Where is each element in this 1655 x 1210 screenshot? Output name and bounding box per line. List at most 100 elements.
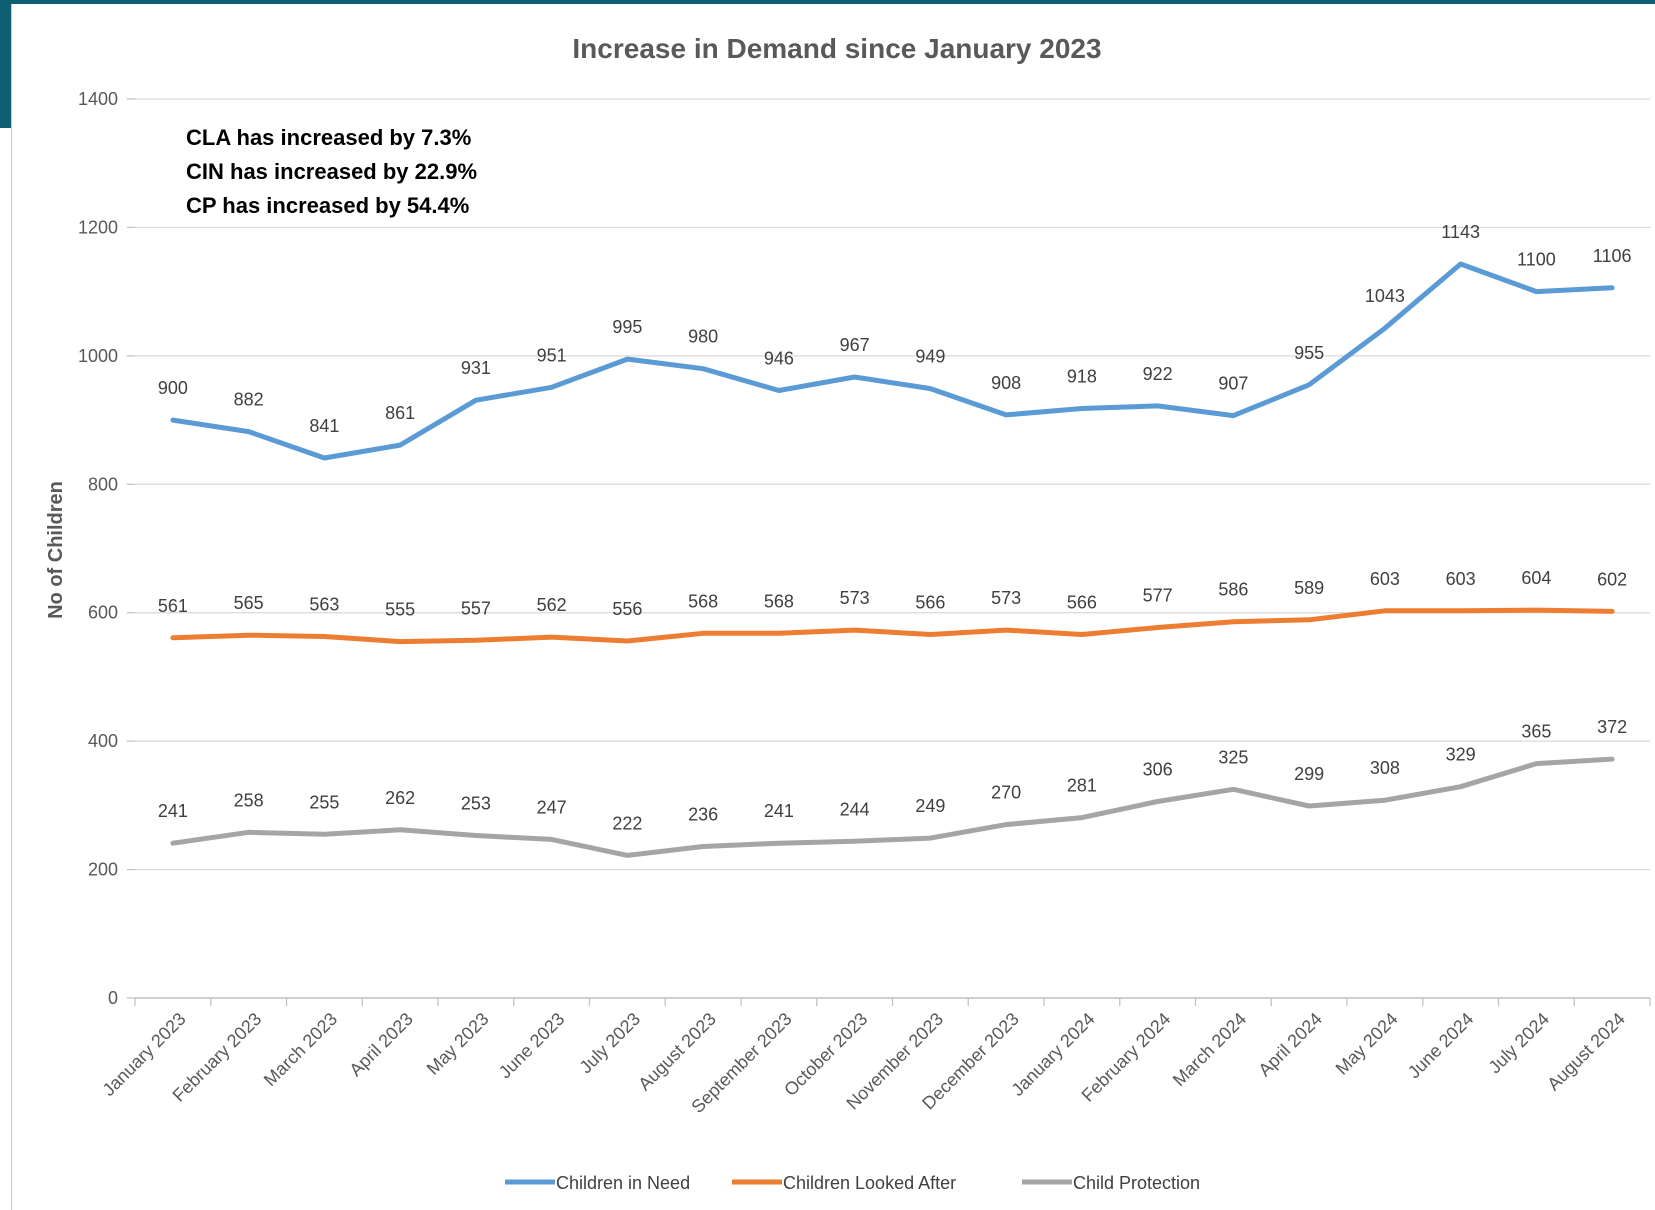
- data-label: 555: [385, 600, 415, 620]
- x-tick-label: August 2024: [1543, 1009, 1629, 1095]
- data-label: 244: [840, 799, 870, 819]
- data-label: 565: [234, 593, 264, 613]
- data-label: 1100: [1517, 250, 1556, 270]
- x-tick-label: June 2024: [1404, 1009, 1478, 1083]
- data-label: 908: [991, 373, 1021, 393]
- y-tick-label: 200: [88, 860, 118, 880]
- y-tick-label: 1200: [78, 217, 118, 237]
- x-tick-label: March 2024: [1169, 1009, 1250, 1090]
- x-tick-label: July 2023: [576, 1009, 645, 1078]
- data-label: 861: [385, 403, 415, 423]
- annotation-line: CLA has increased by 7.3%: [186, 125, 471, 150]
- data-label: 946: [764, 349, 794, 369]
- data-label: 900: [158, 378, 188, 398]
- annotation-box: CLA has increased by 7.3% CIN has increas…: [186, 125, 477, 218]
- annotation-line: CIN has increased by 22.9%: [186, 159, 477, 184]
- data-label: 1043: [1365, 286, 1405, 306]
- data-label: 556: [612, 599, 642, 619]
- x-tick-label: April 2023: [345, 1009, 416, 1080]
- data-label: 603: [1446, 569, 1476, 589]
- data-label: 995: [612, 317, 642, 337]
- data-label: 604: [1521, 568, 1551, 588]
- data-label: 566: [1067, 593, 1097, 613]
- x-tick-label: March 2023: [260, 1009, 341, 1090]
- data-label: 262: [385, 788, 415, 808]
- legend-label: Children in Need: [556, 1173, 690, 1193]
- annotation-line: CP has increased by 54.4%: [186, 193, 469, 218]
- data-label: 918: [1067, 367, 1097, 387]
- data-label: 247: [537, 797, 567, 817]
- data-label: 951: [537, 345, 567, 365]
- data-label: 967: [840, 335, 870, 355]
- data-label: 949: [915, 347, 945, 367]
- legend-label: Child Protection: [1073, 1173, 1200, 1193]
- series-line: [170, 261, 1615, 461]
- series-line: [170, 756, 1615, 858]
- chart-title: Increase in Demand since January 2023: [572, 33, 1101, 64]
- data-label: 955: [1294, 343, 1324, 363]
- y-tick-label: 600: [88, 603, 118, 623]
- data-label: 308: [1370, 758, 1400, 778]
- series-line: [170, 607, 1615, 645]
- y-axis-ticks: 0 200 400 600 800 1000 1200 1400: [78, 89, 118, 1008]
- data-label: 372: [1597, 717, 1627, 737]
- data-label: 299: [1294, 764, 1324, 784]
- y-axis-label: No of Children: [45, 481, 67, 619]
- y-tick-label: 1400: [78, 89, 118, 109]
- data-label: 563: [309, 594, 339, 614]
- data-label: 241: [764, 801, 794, 821]
- y-tick-label: 1000: [78, 346, 118, 366]
- x-tick-label: June 2023: [495, 1009, 569, 1083]
- data-label: 603: [1370, 569, 1400, 589]
- data-label: 365: [1521, 722, 1551, 742]
- data-label: 325: [1218, 747, 1248, 767]
- data-label: 241: [158, 801, 188, 821]
- data-label: 568: [688, 591, 718, 611]
- series-lines: [170, 261, 1615, 858]
- data-label: 568: [764, 591, 794, 611]
- x-tick-label: April 2024: [1254, 1009, 1325, 1080]
- data-label: 907: [1218, 374, 1248, 394]
- x-tick-label: July 2024: [1485, 1009, 1554, 1078]
- data-label: 602: [1597, 569, 1627, 589]
- y-tick-label: 400: [88, 731, 118, 751]
- data-label: 980: [688, 327, 718, 347]
- top-accent-bar: [0, 0, 1655, 5]
- chart-frame: [11, 4, 1655, 1210]
- data-label: 253: [461, 794, 491, 814]
- data-label: 931: [461, 358, 491, 378]
- data-label: 329: [1446, 745, 1476, 765]
- data-label: 1106: [1593, 246, 1632, 266]
- data-label: 281: [1067, 776, 1097, 796]
- y-tick-label: 800: [88, 474, 118, 494]
- data-label: 255: [309, 792, 339, 812]
- data-label: 222: [612, 813, 642, 833]
- x-tick-label: May 2023: [423, 1009, 493, 1079]
- data-label: 882: [234, 390, 264, 410]
- data-labels: 900 882 841 861 931 951 995 980 946 967 949 908 918 9…: [158, 222, 1632, 833]
- y-tick-label: 0: [108, 988, 118, 1008]
- data-label: 922: [1143, 364, 1173, 384]
- legend: Children in Need Children Looked After Chi…: [505, 1173, 1200, 1193]
- data-label: 270: [991, 783, 1021, 803]
- data-label: 566: [915, 593, 945, 613]
- legend-label: Children Looked After: [783, 1173, 956, 1193]
- data-label: 258: [234, 790, 264, 810]
- data-label: 306: [1143, 760, 1173, 780]
- data-label: 249: [915, 796, 945, 816]
- data-label: 573: [991, 588, 1021, 608]
- data-label: 561: [158, 596, 188, 616]
- gridlines: [127, 98, 1650, 999]
- data-label: 573: [840, 588, 870, 608]
- data-label: 236: [688, 804, 718, 824]
- left-accent-tab: [0, 0, 11, 128]
- x-tick-label: August 2023: [634, 1009, 720, 1095]
- data-label: 557: [461, 598, 491, 618]
- data-label: 841: [309, 416, 339, 436]
- x-tick-label: May 2024: [1332, 1009, 1402, 1079]
- data-label: 562: [537, 595, 567, 615]
- data-label: 589: [1294, 578, 1324, 598]
- data-label: 1143: [1441, 222, 1480, 242]
